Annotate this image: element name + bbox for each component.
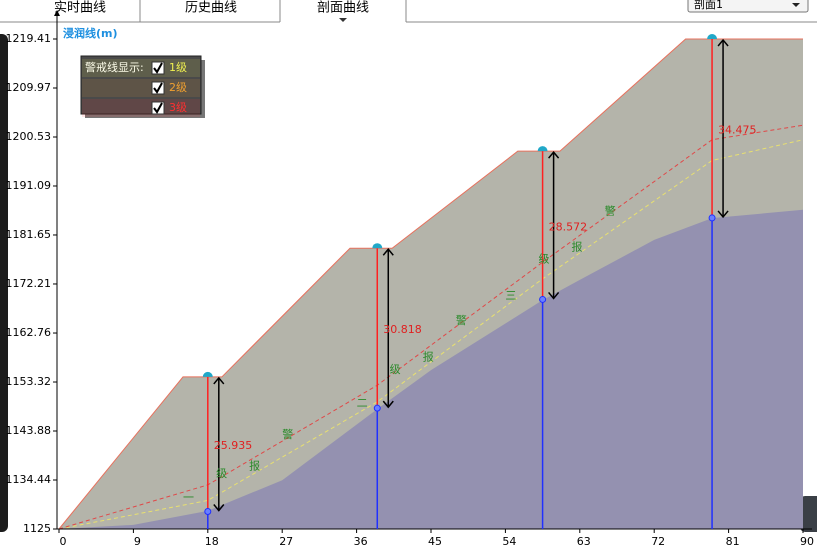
alarm-char: 警 xyxy=(456,313,469,327)
depth-label: 30.818 xyxy=(383,323,422,336)
legend-title: 警戒线显示: xyxy=(85,60,144,74)
y-tick-label: 1162.76 xyxy=(6,326,52,339)
y-tick-label: 1172.21 xyxy=(6,277,52,290)
legend-label: 1级 xyxy=(169,61,187,74)
y-tick-label: 1191.09 xyxy=(6,179,52,192)
monitor-cap xyxy=(202,371,213,377)
x-tick-label: 45 xyxy=(428,535,442,548)
alarm-char: 警 xyxy=(605,203,618,217)
phreatic-point xyxy=(373,404,381,412)
x-tick-label: 18 xyxy=(205,535,219,548)
checkmark xyxy=(153,82,163,94)
legend-box xyxy=(80,55,202,115)
dropdown-arrow xyxy=(792,3,800,7)
y-axis-label: 浸润线(m) xyxy=(63,26,118,40)
arrow-head xyxy=(548,150,560,159)
y-tick-label: 1200.53 xyxy=(6,130,52,143)
corner-button[interactable] xyxy=(800,496,817,532)
monitor-cap xyxy=(372,243,383,249)
arrow-head xyxy=(548,291,560,300)
arrow-head xyxy=(717,210,729,219)
y-tick-label: 1153.32 xyxy=(6,375,52,388)
side-panel xyxy=(0,34,8,532)
alarm-char: 二 xyxy=(357,396,370,409)
legend-label: 2级 xyxy=(169,81,187,94)
x-tick-label: 72 xyxy=(651,535,665,548)
alarm-annotation: 三 级 报 警 xyxy=(505,203,617,301)
monitor-cap xyxy=(707,34,718,39)
alarm-char: 报 xyxy=(423,349,436,363)
monitor-cap xyxy=(537,146,548,152)
tab[interactable]: 实时曲线 xyxy=(54,1,106,16)
area-edge xyxy=(58,38,803,530)
legend-band xyxy=(82,79,200,97)
y-tick-label: 1219.41 xyxy=(6,32,52,45)
section-dropdown[interactable] xyxy=(687,0,809,13)
y-tick-label: 1209.97 xyxy=(6,81,52,94)
alarm-char: 报 xyxy=(249,459,262,473)
x-tick-label: 0 xyxy=(60,535,67,548)
area xyxy=(59,209,803,529)
arrow-head xyxy=(213,504,225,512)
legend-band xyxy=(82,59,200,77)
alarm-char: 一 xyxy=(183,491,196,504)
dropdown-value: 剖面1 xyxy=(694,0,723,11)
depth-label: 28.572 xyxy=(549,220,588,233)
depth-label: 34.475 xyxy=(718,123,757,136)
legend: 警戒线显示: 1级 2级 3级 xyxy=(80,55,205,118)
alarm-char: 报 xyxy=(572,239,585,253)
tab[interactable]: 历史曲线 xyxy=(185,1,237,16)
y-tick-label: 1125 xyxy=(23,522,51,535)
y-tick-label: 1181.65 xyxy=(6,228,52,241)
warning-line xyxy=(58,139,804,530)
checkmark xyxy=(153,102,163,114)
x-tick-label: 27 xyxy=(279,535,293,548)
x-tick-label: 63 xyxy=(577,535,591,548)
tab-indicator xyxy=(339,18,347,22)
x-tick-label: 90 xyxy=(800,535,814,548)
depth-label: 25.935 xyxy=(214,439,253,452)
legend-band xyxy=(82,99,200,117)
alarm-char: 级 xyxy=(216,467,229,480)
arrow-head xyxy=(717,38,729,47)
warning-line xyxy=(58,124,804,530)
phreatic-point xyxy=(708,214,716,222)
alarm-annotation: 一 级 报 警 xyxy=(183,427,295,504)
y-axis-arrow xyxy=(54,10,60,16)
x-tick-label: 81 xyxy=(726,535,740,548)
alarm-char: 三 xyxy=(505,289,518,302)
legend-label: 3级 xyxy=(169,101,187,114)
y-tick-label: 1143.88 xyxy=(6,424,52,437)
arrow-head xyxy=(382,248,394,256)
checkmark xyxy=(153,62,163,74)
alarm-char: 级 xyxy=(538,252,551,265)
x-tick-label: 54 xyxy=(502,535,516,548)
alarm-char: 级 xyxy=(390,363,403,376)
y-tick-label: 1134.44 xyxy=(6,473,52,486)
arrow-head xyxy=(213,376,225,385)
alarm-char: 警 xyxy=(282,427,295,441)
tab-selected[interactable]: 剖面曲线 xyxy=(317,1,369,16)
tab-bar xyxy=(0,0,817,22)
x-tick-label: 9 xyxy=(134,535,141,548)
alarm-annotation: 二 级 报 警 xyxy=(357,313,469,410)
phreatic-point xyxy=(539,295,547,303)
x-tick-label: 36 xyxy=(354,535,368,548)
arrow-head xyxy=(382,400,394,409)
phreatic-point xyxy=(204,508,212,516)
